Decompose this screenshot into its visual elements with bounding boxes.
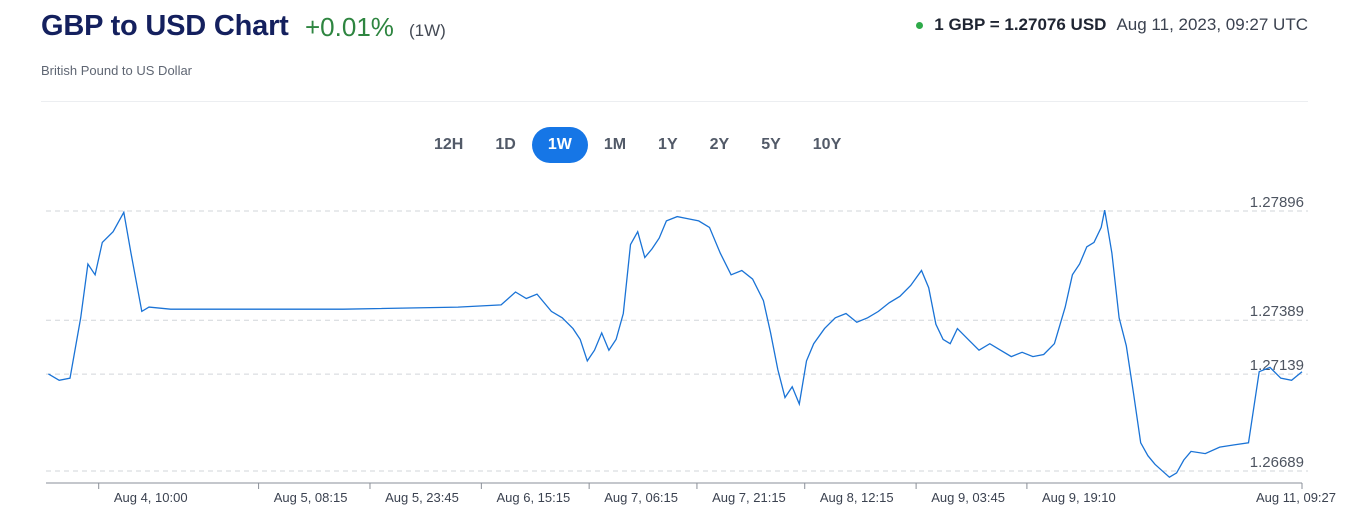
rate-timestamp: Aug 11, 2023, 09:27 UTC bbox=[1116, 15, 1308, 34]
x-tick-label: Aug 7, 06:15 bbox=[604, 490, 678, 505]
range-button-2y[interactable]: 2Y bbox=[709, 136, 730, 153]
range-button-1d[interactable]: 1D bbox=[495, 136, 516, 153]
page-subtitle: British Pound to US Dollar bbox=[41, 63, 193, 78]
x-tick-label: Aug 5, 23:45 bbox=[385, 490, 459, 505]
header-divider bbox=[41, 101, 1308, 102]
x-tick-label: Aug 9, 19:10 bbox=[1042, 490, 1116, 505]
range-button-12h[interactable]: 12H bbox=[434, 136, 464, 153]
change-percent: +0.01% bbox=[305, 12, 394, 42]
x-tick-label: Aug 11, 09:27 bbox=[1256, 490, 1336, 505]
x-tick-label: Aug 6, 15:15 bbox=[496, 490, 570, 505]
x-tick-label: Aug 4, 10:00 bbox=[114, 490, 188, 505]
y-tick-label: 1.27389 bbox=[1250, 303, 1304, 320]
time-range-selector: 12H 1D 1W 1M 1Y 2Y 5Y 10Y bbox=[418, 127, 857, 163]
change-period: (1W) bbox=[409, 21, 446, 40]
x-tick-label: Aug 7, 21:15 bbox=[712, 490, 786, 505]
y-tick-label: 1.26689 bbox=[1250, 454, 1304, 471]
rate-summary: 1 GBP = 1.27076 USD Aug 11, 2023, 09:27 … bbox=[916, 15, 1308, 35]
page-title: GBP to USD Chart bbox=[41, 10, 289, 42]
y-tick-label: 1.27139 bbox=[1250, 357, 1304, 374]
x-tick-label: Aug 5, 08:15 bbox=[274, 490, 348, 505]
range-button-10y[interactable]: 10Y bbox=[812, 136, 842, 153]
range-button-1y[interactable]: 1Y bbox=[658, 136, 678, 153]
y-tick-label: 1.27896 bbox=[1250, 194, 1304, 211]
range-button-1w[interactable]: 1W bbox=[531, 127, 588, 163]
range-button-5y[interactable]: 5Y bbox=[761, 136, 781, 153]
range-button-1m[interactable]: 1M bbox=[603, 136, 627, 153]
x-tick-label: Aug 9, 03:45 bbox=[931, 490, 1005, 505]
live-status-dot-icon bbox=[916, 21, 924, 29]
current-rate: 1 GBP = 1.27076 USD bbox=[934, 15, 1107, 34]
x-tick-label: Aug 8, 12:15 bbox=[820, 490, 894, 505]
price-line bbox=[48, 209, 1303, 479]
